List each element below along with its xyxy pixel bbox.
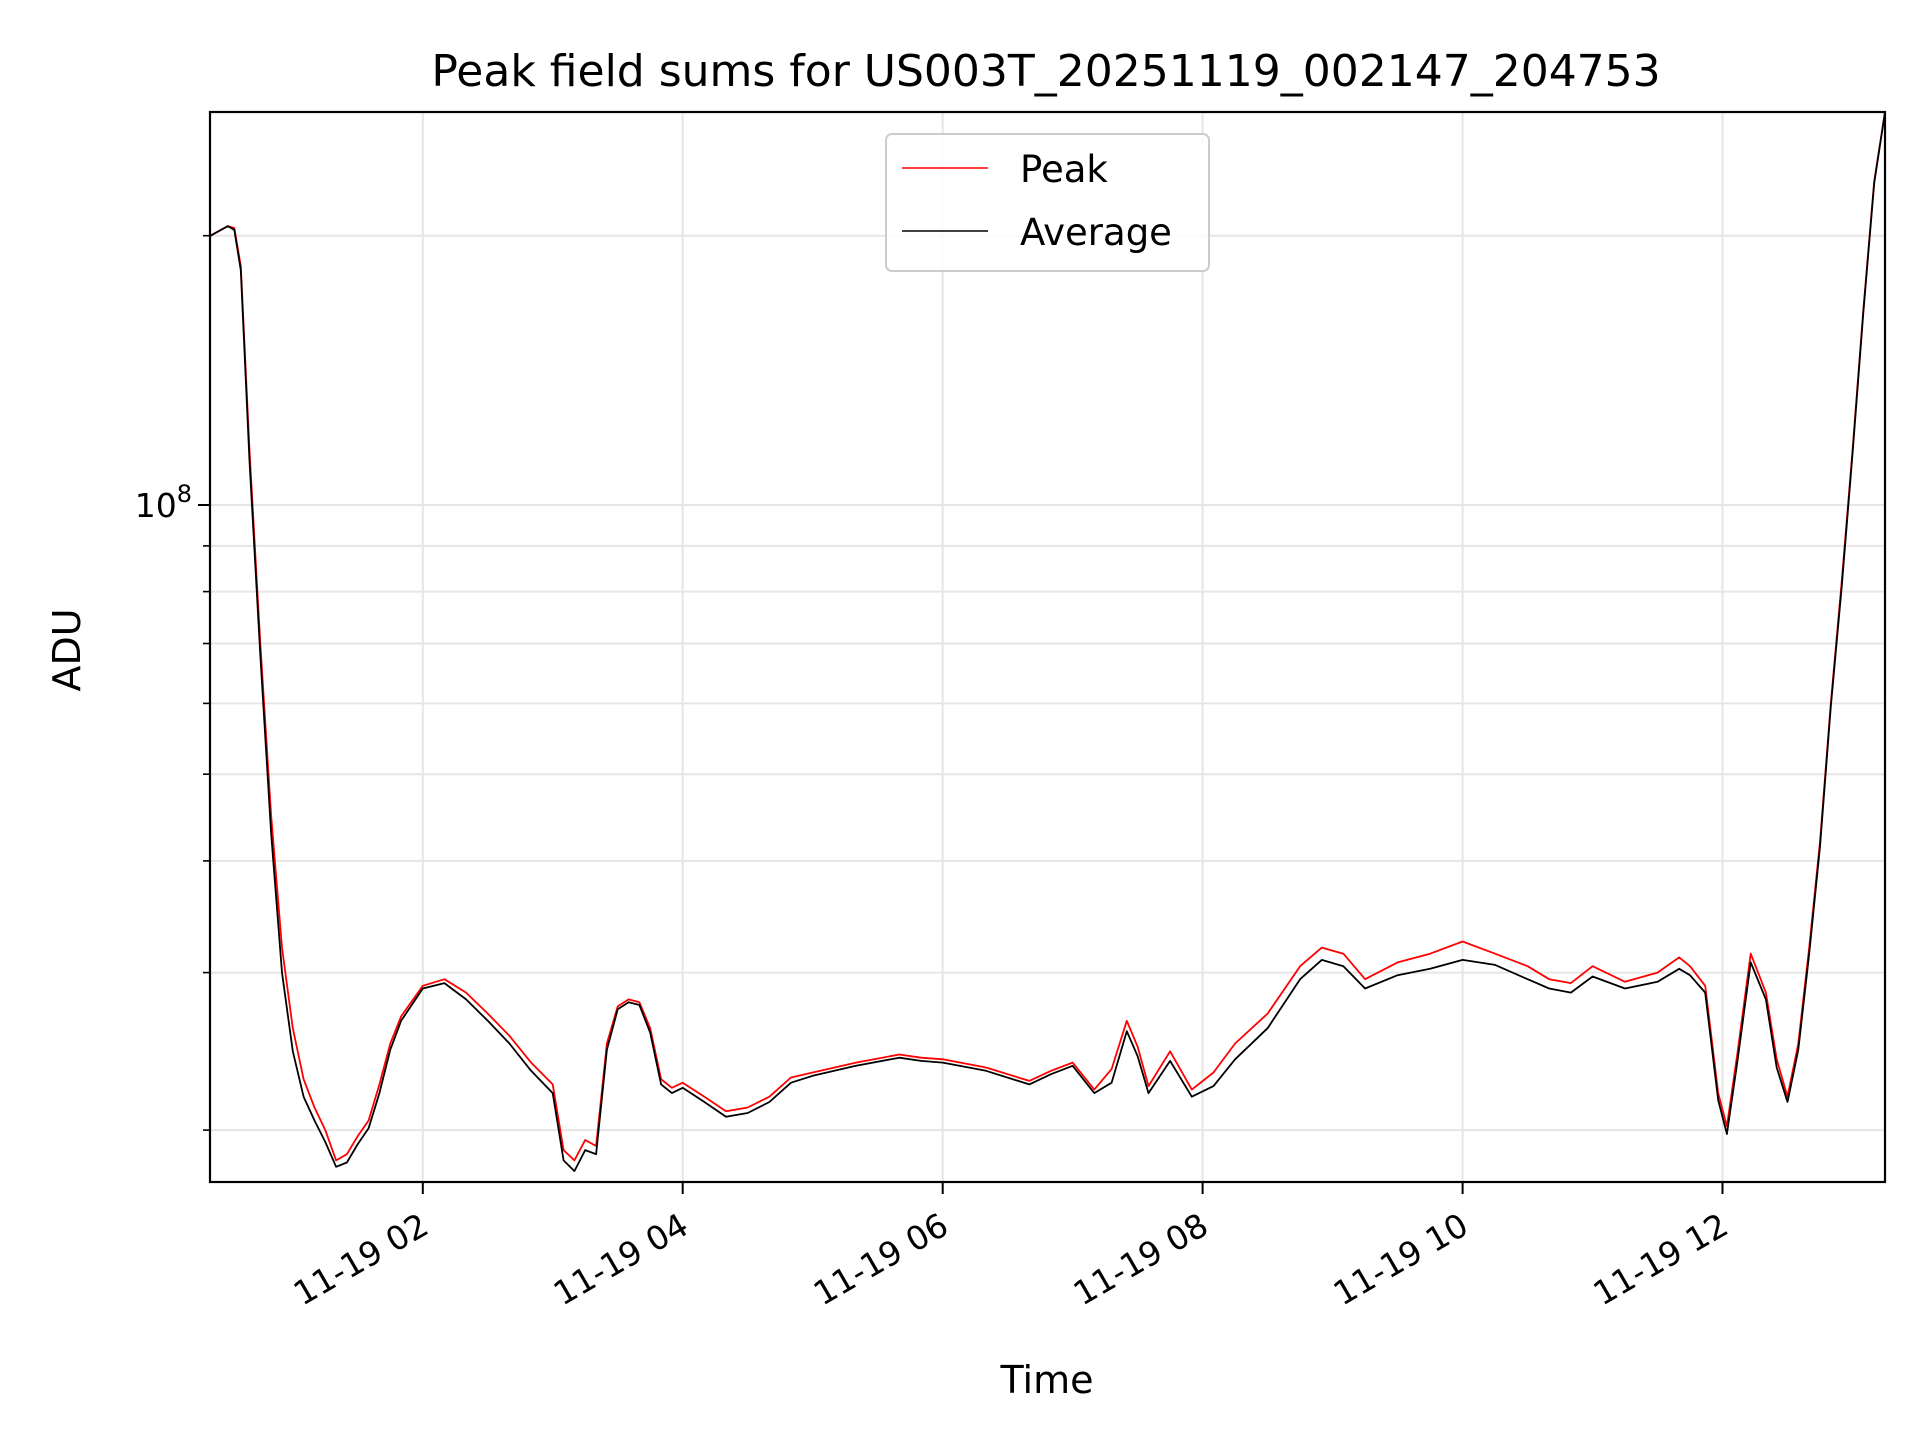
y-tick-label-exponent: 8 (177, 480, 192, 508)
series-lines (210, 112, 1885, 1172)
grid-lines (210, 112, 1885, 1182)
x-axis-label: Time (1000, 1358, 1094, 1402)
chart-title: Peak field sums for US003T_20251119_0021… (431, 46, 1660, 97)
y-tick-label-base: 10 (135, 486, 177, 525)
legend: Peak Average (885, 133, 1210, 272)
legend-peak-label: Peak (1020, 148, 1108, 191)
y-tick-label: 108 (135, 480, 192, 525)
plot-frame (208, 110, 1887, 1184)
series-line-average (210, 112, 1885, 1172)
legend-average-label: Average (1020, 211, 1172, 254)
y-axis-label: ADU (45, 608, 89, 691)
